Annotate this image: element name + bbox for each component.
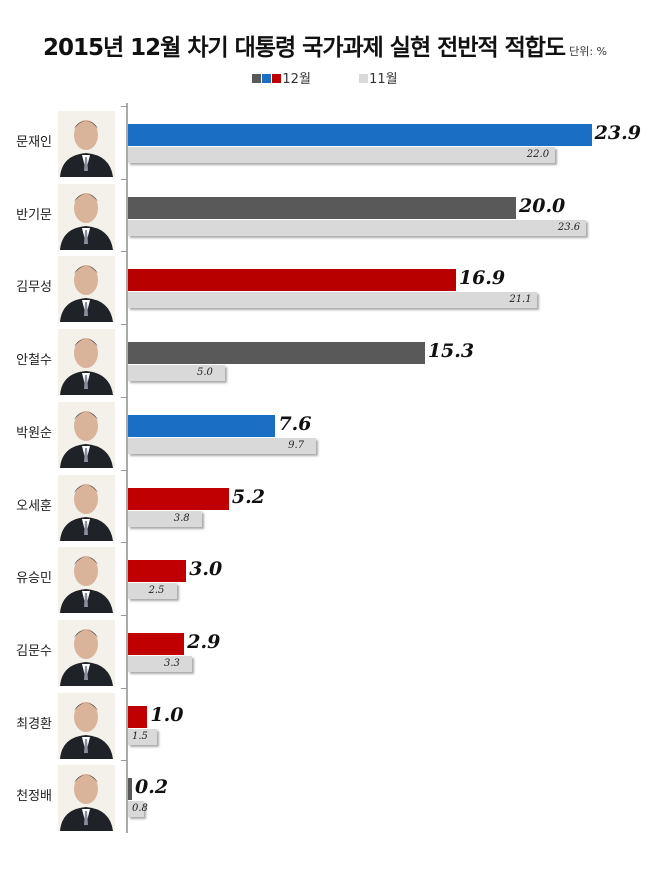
axis-tick — [121, 106, 127, 107]
data-label-11: 22.0 — [526, 149, 550, 160]
candidate-photo — [58, 765, 115, 832]
candidate-photo — [58, 329, 115, 396]
title-text: 2015년 12월 차기 대통령 국가과제 실현 전반적 적합도 — [42, 35, 566, 61]
legend-item-12: 12월 — [252, 72, 311, 87]
candidate-photo — [58, 474, 115, 541]
data-label-11: 21.1 — [509, 294, 532, 306]
axis-tick — [121, 760, 127, 762]
axis-tick — [121, 324, 127, 326]
candidate-photo — [58, 401, 115, 468]
category-label: 최경환 — [16, 716, 52, 732]
legend-swatch-12 — [272, 74, 282, 83]
category-label: 반기문 — [16, 207, 52, 223]
bar-11 — [128, 147, 555, 163]
data-label-12: 15.3 — [427, 340, 475, 363]
bar-11 — [128, 801, 144, 818]
bar-12 — [128, 414, 276, 437]
bar-12 — [128, 487, 229, 510]
data-label-11: 1.5 — [132, 730, 148, 742]
legend-swatch-12 — [262, 74, 272, 83]
data-label-12: 3.0 — [189, 558, 223, 581]
candidate-photo — [58, 692, 115, 759]
category-axis — [126, 103, 128, 833]
data-label-11: 0.8 — [132, 803, 148, 815]
legend: 12월 11월 — [0, 68, 650, 87]
legend-swatch-12 — [252, 74, 262, 83]
bar-11 — [128, 728, 158, 745]
category-label: 안철수 — [16, 353, 52, 369]
bar-11 — [128, 583, 177, 600]
bar-12 — [128, 342, 425, 365]
candidate-photo — [58, 547, 115, 614]
candidate-photo — [58, 256, 115, 323]
category-label: 문재인 — [16, 135, 52, 150]
axis-tick — [121, 251, 127, 253]
data-label-11: 5.0 — [197, 367, 213, 379]
bar-12 — [128, 632, 185, 655]
data-label-11: 2.5 — [148, 585, 165, 597]
category-label: 박원순 — [16, 425, 52, 441]
axis-tick — [121, 469, 127, 471]
bar-11 — [128, 365, 225, 382]
axis-tick — [121, 542, 127, 544]
data-label-11: 23.6 — [557, 221, 581, 233]
axis-tick — [121, 396, 127, 398]
bar-12 — [128, 269, 456, 292]
candidate-photo — [58, 111, 115, 177]
legend-item-11: 11월 — [359, 72, 398, 87]
candidate-photo — [58, 619, 115, 686]
chart-title: 2015년 12월 차기 대통령 국가과제 실현 전반적 적합도 단위: % — [0, 28, 650, 62]
bar-11 — [128, 292, 538, 309]
category-label: 유승민 — [16, 571, 52, 587]
bar-11 — [128, 219, 586, 236]
legend-label-11: 11월 — [369, 72, 398, 87]
category-label: 김문수 — [16, 643, 52, 659]
bar-12 — [128, 196, 516, 219]
bar-12 — [128, 560, 187, 583]
unit-label: 단위: % — [569, 45, 608, 58]
data-label-12: 20.0 — [519, 194, 566, 217]
axis-tick — [121, 178, 127, 180]
bar-11 — [128, 510, 202, 527]
data-label-12: 16.9 — [458, 267, 506, 290]
data-label-12: 7.6 — [278, 412, 312, 435]
data-label-12: 23.9 — [594, 122, 641, 144]
axis-tick — [121, 687, 127, 689]
data-label-12: 1.0 — [150, 703, 184, 726]
axis-tick — [121, 614, 127, 616]
data-label-11: 3.3 — [164, 657, 180, 669]
bar-11 — [128, 655, 193, 672]
candidate-photo — [58, 183, 115, 250]
data-label-11: 9.7 — [288, 439, 305, 451]
category-label: 천정배 — [16, 789, 52, 805]
data-label-12: 0.2 — [135, 776, 169, 799]
bar-12 — [128, 778, 132, 801]
legend-label-12: 12월 — [282, 72, 311, 87]
category-label: 김무성 — [16, 280, 52, 296]
bar-12 — [128, 705, 148, 728]
bar-12 — [128, 124, 592, 146]
data-label-12: 2.9 — [187, 630, 221, 653]
data-label-11: 3.8 — [173, 512, 190, 524]
bar-11 — [128, 437, 317, 454]
data-label-12: 5.2 — [231, 485, 265, 508]
category-label: 오세훈 — [16, 498, 52, 514]
legend-swatch-11 — [359, 74, 369, 83]
